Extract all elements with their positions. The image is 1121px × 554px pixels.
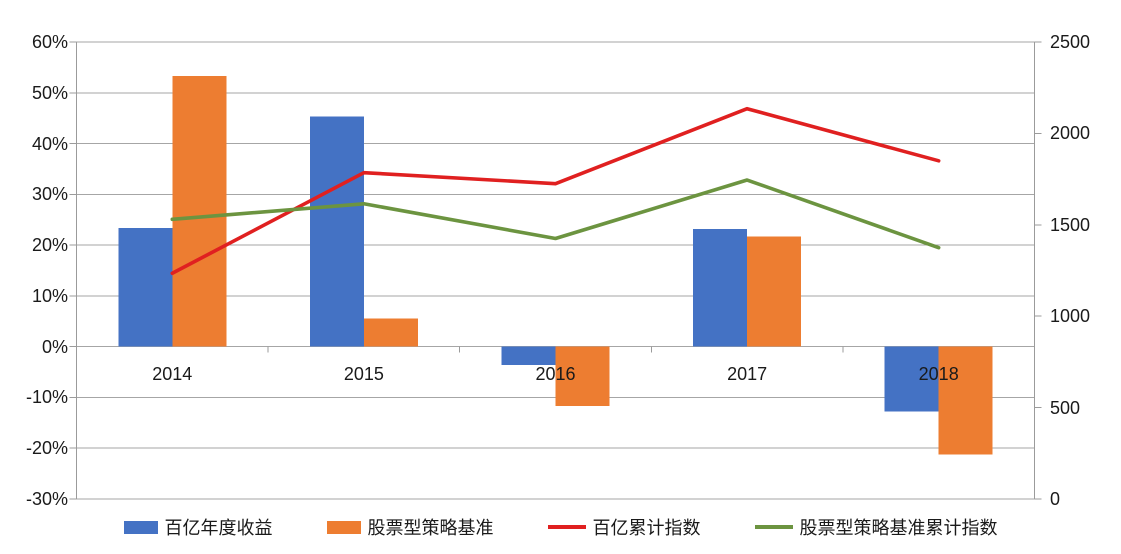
left-axis-tick-label: 30%	[31, 184, 68, 205]
legend-label: 股票型策略基准	[367, 518, 494, 538]
left-axis-tick-label: 20%	[31, 235, 68, 256]
left-axis-tick-label: -10%	[25, 387, 68, 408]
legend-label: 百亿年度收益	[164, 518, 273, 538]
x-axis-category-label: 2014	[152, 364, 193, 384]
left-axis-tick-label: 60%	[31, 32, 68, 52]
legend-item-cumulative-index: 百亿累计指数	[547, 514, 701, 540]
left-axis-tick-label: -30%	[25, 489, 68, 509]
x-axis-category-label: 2016	[535, 364, 576, 384]
bar-benchmark-return-2016	[555, 346, 610, 407]
bar-annual-return-2018	[884, 346, 939, 412]
x-axis-category-label: 2018	[918, 364, 959, 384]
bar-annual-return-2017	[693, 228, 748, 347]
legend-bar-swatch-icon	[326, 520, 361, 534]
chart-legend: 百亿年度收益 股票型策略基准 百亿累计指数 股票型策略基准累计指数	[0, 514, 1121, 540]
legend-bar-swatch-icon	[123, 520, 158, 534]
right-axis-tick-label: 500	[1050, 397, 1081, 418]
right-axis-tick-label: 0	[1050, 489, 1061, 509]
legend-label: 股票型策略基准累计指数	[799, 518, 998, 538]
left-axis-tick-label: 40%	[31, 133, 68, 154]
legend-item-benchmark-cumulative-index: 股票型策略基准累计指数	[754, 514, 998, 540]
legend-line-swatch-icon	[547, 525, 586, 529]
bar-benchmark-return-2017	[747, 236, 802, 347]
bar-annual-return-2016	[501, 346, 556, 365]
x-axis-category-label: 2017	[727, 364, 768, 384]
x-axis-category-label: 2015	[343, 364, 384, 384]
line-benchmark-cumulative-index	[170, 178, 941, 250]
left-axis-tick-label: 0%	[41, 336, 68, 357]
left-axis-tick-label: 10%	[31, 285, 68, 306]
right-axis-tick-label: 2000	[1050, 123, 1091, 144]
right-axis-tick-label: 1500	[1050, 214, 1091, 235]
legend-label: 百亿累计指数	[592, 518, 701, 538]
bar-benchmark-return-2014	[172, 76, 227, 347]
legend-line-swatch-icon	[754, 525, 793, 529]
bar-annual-return-2014	[118, 227, 173, 347]
left-axis-tick-label: -20%	[25, 438, 68, 459]
right-axis-tick-label: 1000	[1050, 306, 1091, 327]
left-axis-tick-label: 50%	[31, 82, 68, 103]
legend-item-benchmark-return: 股票型策略基准	[326, 514, 494, 540]
right-axis-tick-label: 2500	[1050, 32, 1091, 52]
legend-item-annual-return: 百亿年度收益	[123, 514, 273, 540]
bar-annual-return-2015	[309, 116, 364, 347]
bar-benchmark-return-2015	[363, 318, 418, 347]
bar-benchmark-return-2018	[938, 346, 993, 455]
line-cumulative-index	[170, 106, 941, 276]
